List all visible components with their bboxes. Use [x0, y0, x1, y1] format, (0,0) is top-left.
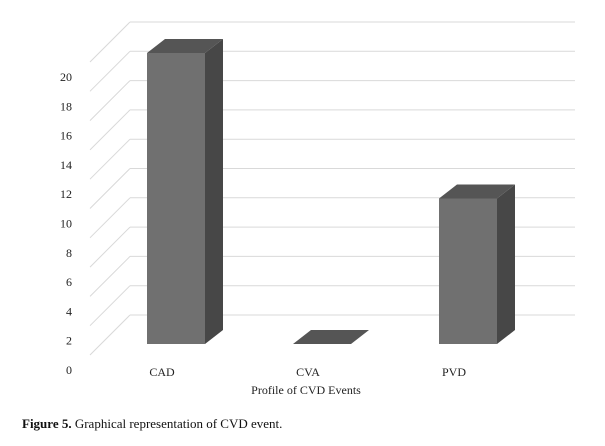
- figure-caption-label: Figure 5.: [22, 416, 72, 431]
- grid-line-diagonal: [89, 197, 131, 239]
- grid-line-diagonal: [89, 109, 131, 151]
- grid-line-diagonal: [89, 168, 131, 209]
- bar-top: [293, 330, 369, 344]
- y-tick-label: 10: [60, 217, 72, 231]
- grid-line-diagonal: [89, 80, 131, 121]
- x-axis-label: Profile of CVD Events: [251, 383, 361, 397]
- category-label: PVD: [442, 365, 466, 379]
- bar-cad: [147, 39, 223, 344]
- y-tick-label: 0: [66, 363, 72, 377]
- y-tick-label: 12: [60, 187, 72, 201]
- category-label: CVA: [296, 365, 320, 379]
- bar-top: [147, 39, 223, 53]
- x-axis-categories: CAD CVA PVD: [149, 365, 466, 379]
- figure-caption: Figure 5. Graphical representation of CV…: [22, 416, 282, 432]
- y-tick-label: 14: [60, 158, 72, 172]
- bar-side: [497, 184, 515, 344]
- y-tick-label: 2: [66, 334, 72, 348]
- bar-front: [147, 53, 205, 344]
- bar-pvd: [439, 184, 515, 344]
- bar-top: [439, 184, 515, 199]
- grid-line-diagonal: [89, 314, 131, 356]
- grid-line-diagonal: [89, 226, 131, 268]
- bar-cva: [293, 330, 369, 344]
- y-tick-label: 4: [66, 304, 72, 318]
- grid-line-diagonal: [89, 50, 131, 92]
- y-tick-label: 20: [60, 70, 72, 84]
- y-tick-label: 6: [66, 275, 72, 289]
- y-tick-label: 8: [66, 246, 72, 260]
- bar-chart: 0 2 4 6 8 10 12 14 16 18 20 CAD CVA PVD Profile of C…: [60, 21, 575, 397]
- bar-side: [205, 39, 223, 344]
- y-tick-label: 16: [60, 129, 72, 143]
- grid-line-diagonal: [89, 285, 131, 327]
- figure-caption-text: Graphical representation of CVD event.: [71, 416, 283, 431]
- bar-front: [439, 198, 497, 344]
- y-axis-ticks: 0 2 4 6 8 10 12 14 16 18 20: [60, 70, 72, 377]
- y-tick-label: 18: [60, 99, 72, 113]
- grid-line-diagonal: [89, 21, 131, 63]
- grid-line-diagonal: [89, 138, 131, 180]
- grid-line-diagonal: [89, 256, 131, 297]
- category-label: CAD: [149, 365, 175, 379]
- bars: [147, 39, 515, 344]
